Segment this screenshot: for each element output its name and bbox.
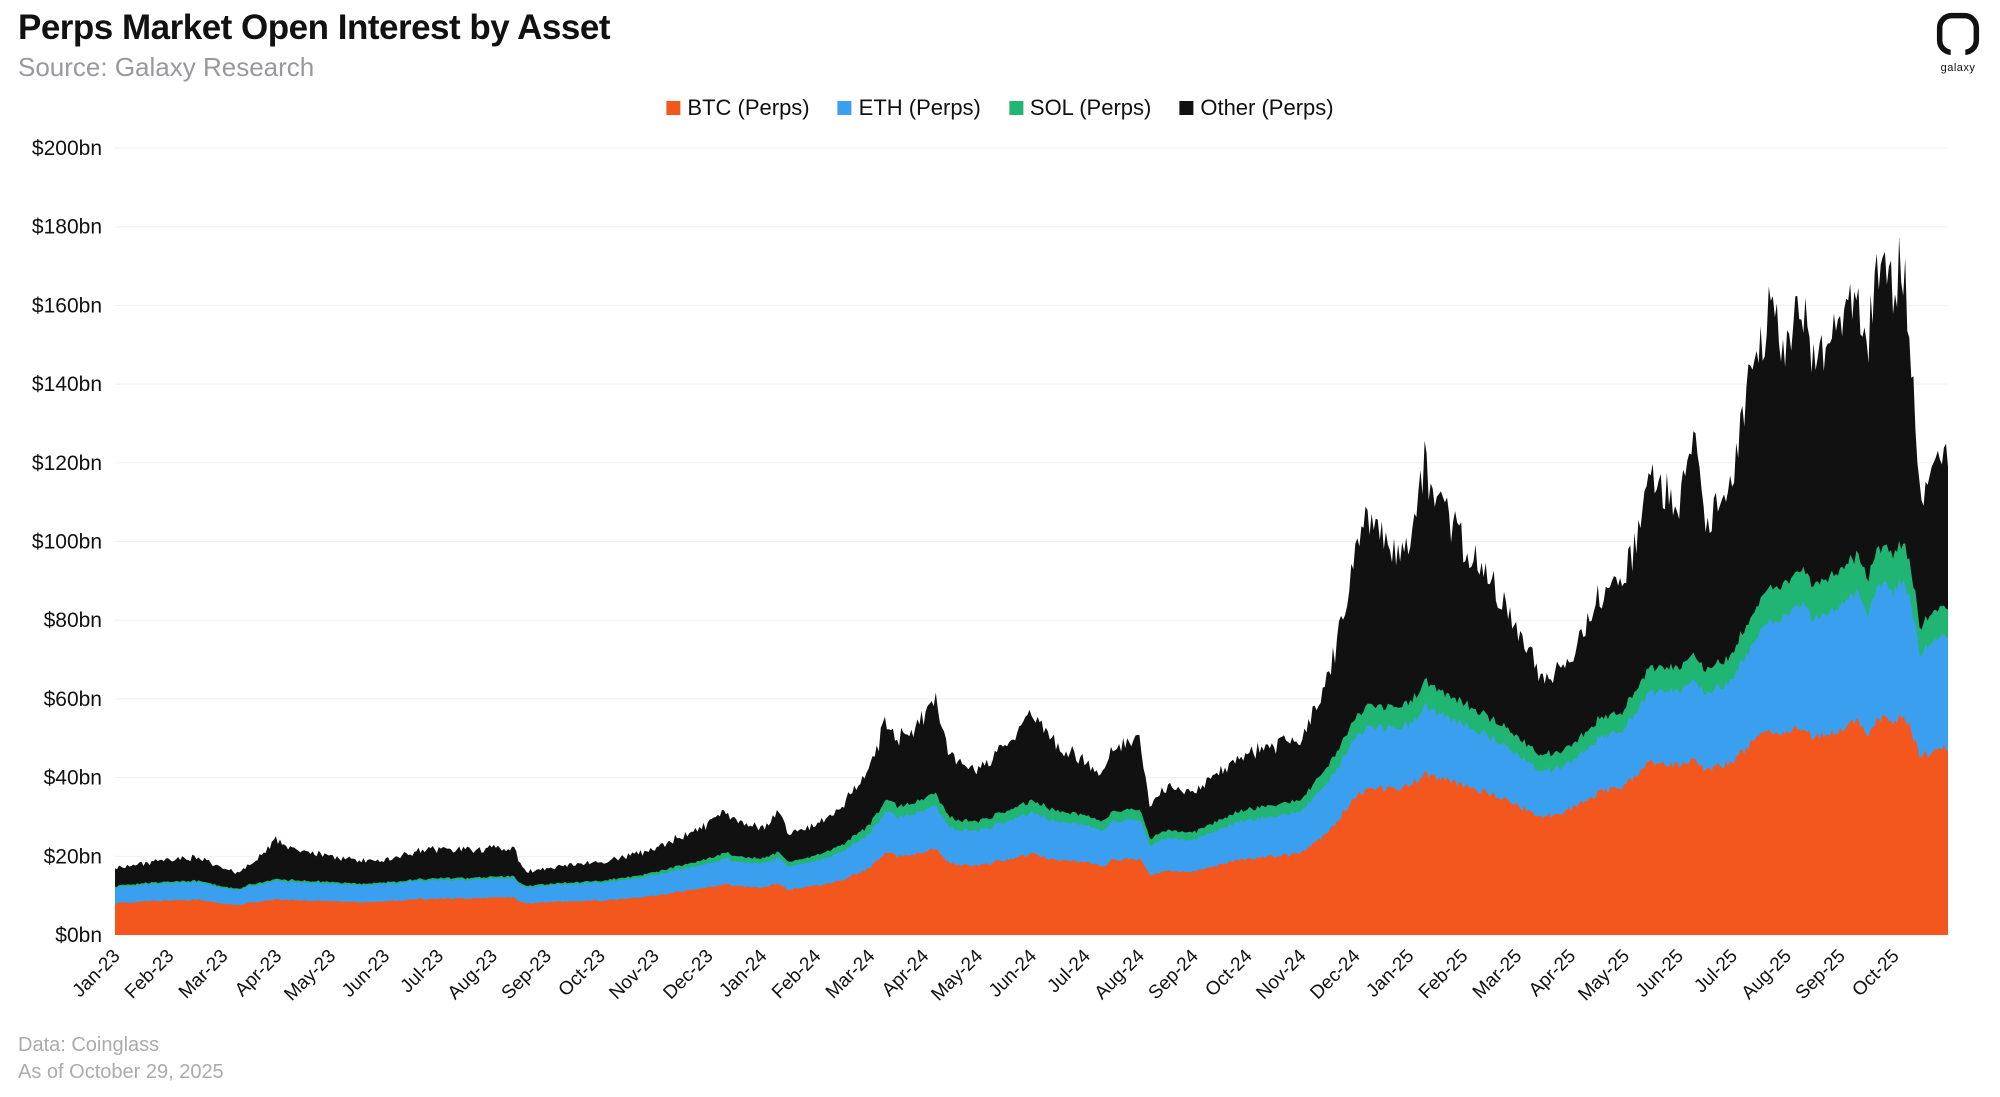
galaxy-logo-icon [1936,12,1980,56]
svg-text:Jul-23: Jul-23 [397,946,448,997]
legend-label-eth: ETH (Perps) [858,95,981,120]
svg-text:$100bn: $100bn [32,531,102,554]
svg-text:Jun-24: Jun-24 [985,945,1041,1001]
svg-text:Feb-25: Feb-25 [1415,946,1472,1003]
svg-text:Sep-23: Sep-23 [498,946,556,1004]
svg-text:Jun-25: Jun-25 [1632,946,1688,1002]
svg-text:Aug-25: Aug-25 [1738,946,1796,1004]
svg-text:Oct-25: Oct-25 [1848,946,1903,1001]
svg-text:May-23: May-23 [280,946,340,1006]
svg-text:Nov-23: Nov-23 [605,946,663,1004]
legend-label-sol: SOL (Perps) [1029,95,1152,120]
galaxy-logo-word: galaxy [1940,62,1976,74]
svg-text:Dec-24: Dec-24 [1306,945,1364,1003]
svg-text:Apr-24: Apr-24 [878,945,933,1000]
svg-text:Jun-23: Jun-23 [338,946,394,1002]
svg-text:$200bn: $200bn [32,137,102,160]
svg-text:Nov-24: Nov-24 [1252,945,1310,1003]
legend-swatch-eth-icon [837,101,852,115]
svg-text:Dec-23: Dec-23 [659,946,717,1004]
footer-as-of: As of October 29, 2025 [18,1061,224,1083]
svg-text:Mar-25: Mar-25 [1469,946,1526,1003]
svg-text:Jan-25: Jan-25 [1362,946,1418,1002]
svg-text:Jan-24: Jan-24 [715,945,771,1001]
svg-text:Jan-23: Jan-23 [69,946,125,1002]
svg-text:May-24: May-24 [927,945,987,1005]
footer-data-source: Data: Coinglass [18,1034,160,1056]
svg-text:Aug-24: Aug-24 [1091,945,1149,1003]
svg-text:Mar-24: Mar-24 [822,945,880,1003]
svg-text:$0bn: $0bn [55,924,102,947]
svg-text:$120bn: $120bn [32,452,102,475]
svg-text:$20bn: $20bn [44,845,102,868]
svg-text:Sep-25: Sep-25 [1792,946,1850,1004]
legend-swatch-btc-icon [666,101,681,115]
source-subtitle: Source: Galaxy Research [18,52,315,83]
svg-text:Apr-25: Apr-25 [1525,946,1580,1001]
legend-item-other: Other (Perps) [1179,95,1334,121]
chart-header: Perps Market Open Interest by Asset Sour… [18,8,610,83]
galaxy-logo: galaxy [1932,12,1984,74]
legend-item-sol: SOL (Perps) [1008,95,1152,121]
svg-text:Jul-24: Jul-24 [1043,945,1095,997]
svg-text:$80bn: $80bn [44,609,102,632]
legend-item-btc: BTC (Perps) [666,95,810,121]
legend-label-btc: BTC (Perps) [687,95,810,120]
svg-text:$160bn: $160bn [32,294,102,317]
svg-text:Oct-23: Oct-23 [555,946,610,1001]
legend-swatch-other-icon [1179,101,1194,115]
chart-footer: Data: Coinglass As of October 29, 2025 [18,1032,224,1086]
svg-text:Feb-24: Feb-24 [768,945,826,1003]
chart-legend: BTC (Perps) ETH (Perps) SOL (Perps) Othe… [666,95,1334,121]
svg-text:May-25: May-25 [1574,946,1634,1006]
svg-text:Apr-23: Apr-23 [231,946,286,1001]
svg-text:Feb-23: Feb-23 [121,946,178,1003]
svg-text:$60bn: $60bn [44,688,102,711]
legend-label-other: Other (Perps) [1200,95,1334,120]
svg-text:Mar-23: Mar-23 [175,946,232,1003]
legend-swatch-sol-icon [1008,101,1023,115]
svg-text:$140bn: $140bn [32,373,102,396]
svg-text:Sep-24: Sep-24 [1145,945,1203,1003]
svg-text:$180bn: $180bn [32,216,102,239]
legend-item-eth: ETH (Perps) [837,95,981,121]
page-title: Perps Market Open Interest by Asset [18,8,610,47]
svg-text:Jul-25: Jul-25 [1690,946,1741,997]
svg-text:$40bn: $40bn [44,767,102,790]
svg-text:Aug-23: Aug-23 [444,946,502,1004]
svg-text:Oct-24: Oct-24 [1201,945,1256,1000]
